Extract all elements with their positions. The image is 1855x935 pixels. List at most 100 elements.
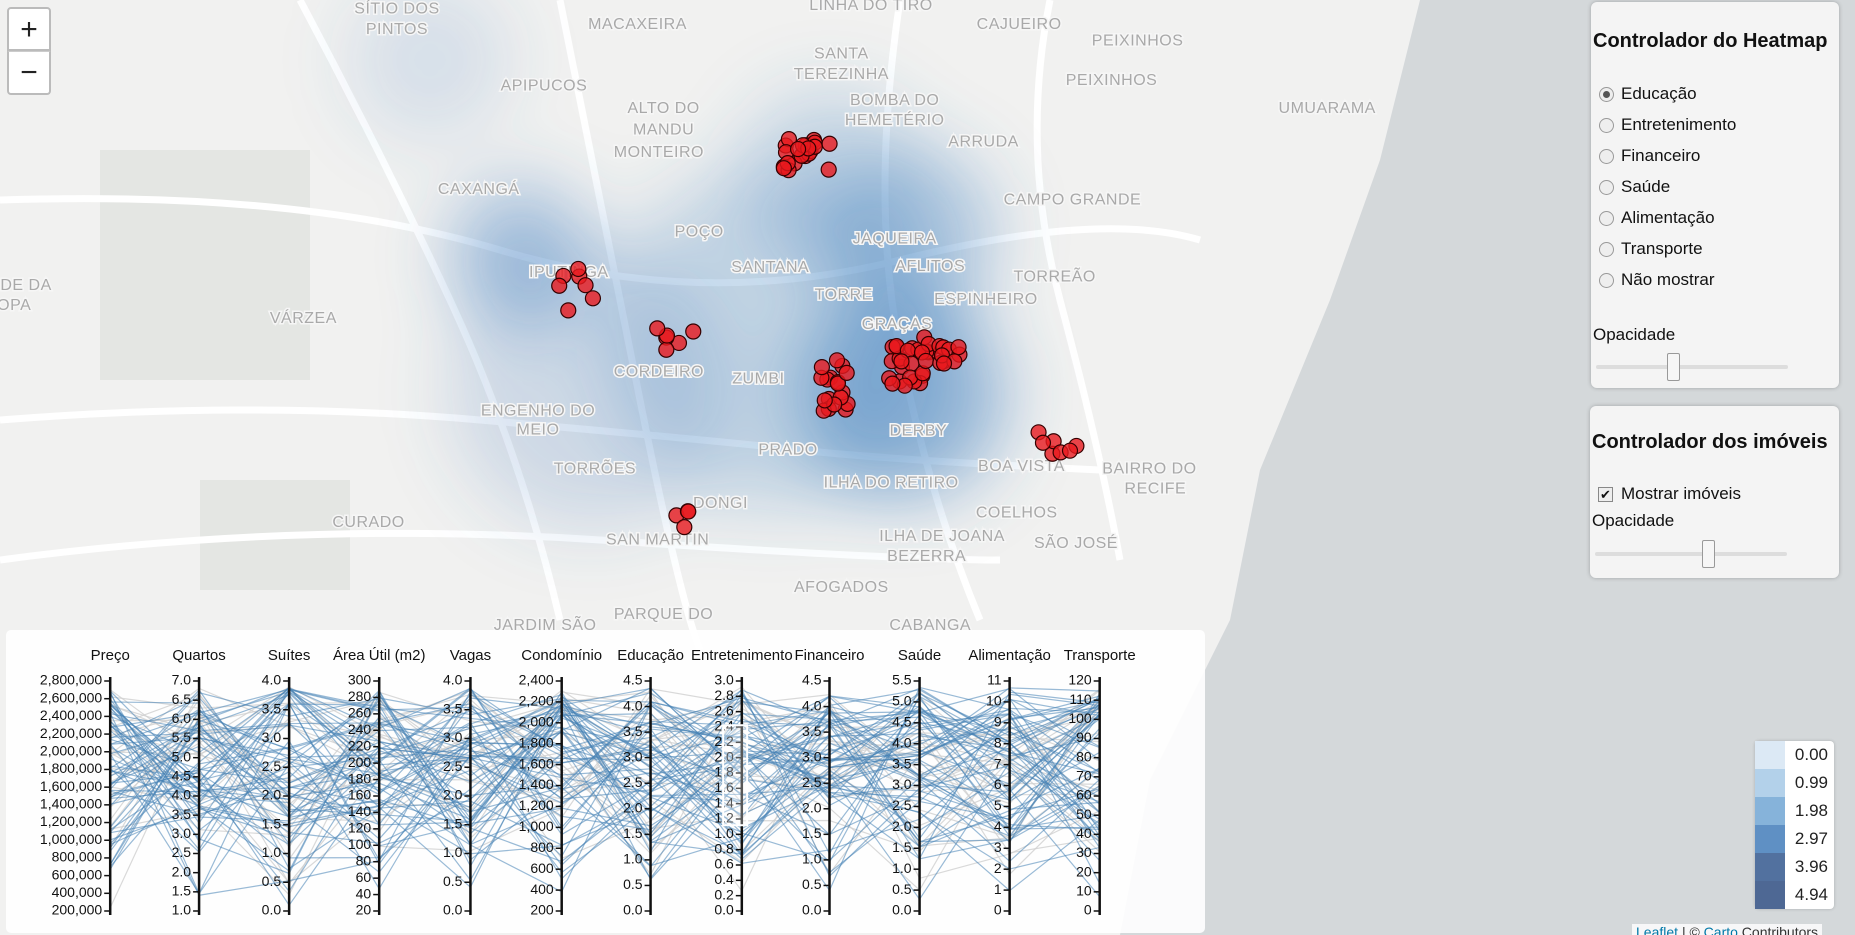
tick-label: 100 — [348, 836, 372, 852]
radio[interactable] — [1599, 241, 1614, 257]
radio-option[interactable]: Não mostrar — [1599, 270, 1715, 290]
axis-title[interactable]: Quartos — [172, 647, 225, 664]
radio[interactable] — [1599, 117, 1614, 133]
radio-option[interactable]: Transporte — [1599, 239, 1703, 259]
axis-title[interactable]: Transporte — [1064, 647, 1136, 664]
tick-label: 2.0 — [623, 799, 643, 815]
tick-label: 3.5 — [443, 700, 463, 716]
radio[interactable] — [1599, 272, 1614, 288]
slider-thumb[interactable] — [1667, 353, 1680, 381]
checkbox[interactable]: ✔ — [1598, 486, 1613, 502]
slider-track[interactable] — [1595, 552, 1787, 556]
property-marker[interactable] — [685, 323, 702, 340]
brush[interactable] — [722, 724, 749, 827]
property-marker[interactable] — [1034, 434, 1052, 451]
checkbox-row[interactable]: ✔ Mostrar imóveis — [1598, 484, 1741, 504]
property-marker[interactable] — [820, 161, 837, 178]
axis-title[interactable]: Preço — [91, 647, 130, 664]
property-marker[interactable] — [935, 355, 953, 372]
radio-option[interactable]: Financeiro — [1599, 146, 1700, 166]
property-marker[interactable] — [680, 503, 697, 520]
axis-title[interactable]: Área Útil (m2) — [333, 647, 426, 664]
radio[interactable] — [1599, 86, 1614, 102]
property-marker[interactable] — [676, 519, 693, 536]
tick-label: 40 — [356, 885, 372, 901]
radio[interactable] — [1599, 210, 1614, 226]
axis-title[interactable]: Entretenimento — [691, 647, 793, 664]
property-marker[interactable] — [789, 140, 807, 158]
axis-title[interactable]: Vagas — [450, 647, 491, 664]
tick-label: 0.6 — [714, 856, 734, 872]
leaflet-link[interactable]: Leaflet — [1636, 924, 1679, 935]
property-marker[interactable] — [893, 353, 910, 370]
tick-label: 0.0 — [714, 902, 734, 918]
tick-label: 2,800,000 — [40, 672, 102, 688]
tick-label: 4.5 — [623, 672, 643, 688]
axis-title[interactable]: Condomínio — [521, 647, 602, 664]
map-label: DONGI — [693, 495, 748, 512]
property-marker[interactable] — [570, 260, 587, 278]
axis-title[interactable]: Saúde — [898, 647, 941, 664]
property-marker[interactable] — [560, 302, 577, 319]
radio-option[interactable]: Entretenimento — [1599, 115, 1736, 135]
map-label: DE DA — [0, 277, 51, 294]
property-marker[interactable] — [658, 341, 675, 358]
property-marker[interactable] — [884, 375, 901, 392]
axis-title[interactable]: Alimentação — [968, 647, 1051, 664]
tick-label: 1.5 — [443, 815, 463, 831]
tick-label: 2.5 — [892, 797, 912, 813]
tick-label: 0.5 — [443, 873, 463, 889]
slider-track[interactable] — [1596, 365, 1788, 369]
tick-label: 2.2 — [714, 733, 734, 749]
tick-label: 6.5 — [172, 691, 192, 707]
property-marker[interactable] — [649, 320, 666, 337]
radio-option[interactable]: Alimentação — [1599, 208, 1715, 228]
pc-axis: Educação 4.5 4.0 3.5 3.0 2.5 2.0 1.5 1.0 0.5 0.0 — [617, 647, 684, 918]
tick-label: 2.0 — [714, 748, 734, 764]
property-marker[interactable] — [813, 359, 830, 376]
radio-label: Saúde — [1621, 177, 1671, 196]
property-marker[interactable] — [577, 277, 594, 294]
property-marker[interactable] — [821, 135, 838, 152]
axis-title[interactable]: Suítes — [268, 647, 311, 664]
tick-label: 2,000,000 — [40, 742, 102, 758]
tick-label: 280 — [348, 688, 372, 704]
tick-label: 90 — [1076, 729, 1092, 745]
axis-title[interactable]: Educação — [617, 647, 684, 664]
property-marker[interactable] — [829, 375, 847, 392]
pc-axis: Saúde 5.5 5.0 4.5 4.0 3.5 3.0 2.5 2.0 1.5 1.0 0.5 0.… — [892, 647, 941, 918]
carto-link[interactable]: Carto — [1703, 924, 1738, 935]
tick-label: 10 — [986, 693, 1002, 709]
axis-title[interactable]: Financeiro — [794, 647, 864, 664]
property-marker[interactable] — [838, 364, 855, 381]
property-marker[interactable] — [950, 339, 967, 356]
radio[interactable] — [1599, 148, 1614, 164]
tick-label: 120 — [1068, 672, 1092, 688]
opacity-label: Opacidade — [1592, 511, 1675, 530]
map-label: PARQUE DO — [614, 606, 713, 623]
property-marker[interactable] — [584, 290, 602, 307]
property-marker[interactable] — [917, 352, 934, 370]
polyline — [110, 689, 1100, 846]
separator: | © — [1681, 924, 1700, 935]
tick-label: 2.6 — [714, 702, 734, 718]
radio-option[interactable]: Educação — [1599, 84, 1697, 104]
property-marker[interactable] — [775, 160, 792, 177]
polyline — [110, 710, 1101, 893]
zoom-in[interactable]: + — [7, 7, 51, 51]
polyline — [109, 692, 1101, 876]
property-marker[interactable] — [1061, 442, 1079, 459]
tick-label: 5 — [994, 797, 1002, 813]
zoom-out[interactable]: − — [7, 51, 51, 95]
radio[interactable] — [1599, 179, 1614, 195]
tick-label: 60 — [356, 869, 372, 885]
property-marker[interactable] — [828, 352, 846, 369]
map-label: BEZERRA — [887, 548, 966, 565]
slider-thumb[interactable] — [1702, 540, 1715, 568]
property-marker[interactable] — [551, 277, 568, 294]
property-marker[interactable] — [816, 392, 833, 409]
tick-label: 0.0 — [262, 902, 282, 918]
radio-option[interactable]: Saúde — [1599, 177, 1670, 197]
